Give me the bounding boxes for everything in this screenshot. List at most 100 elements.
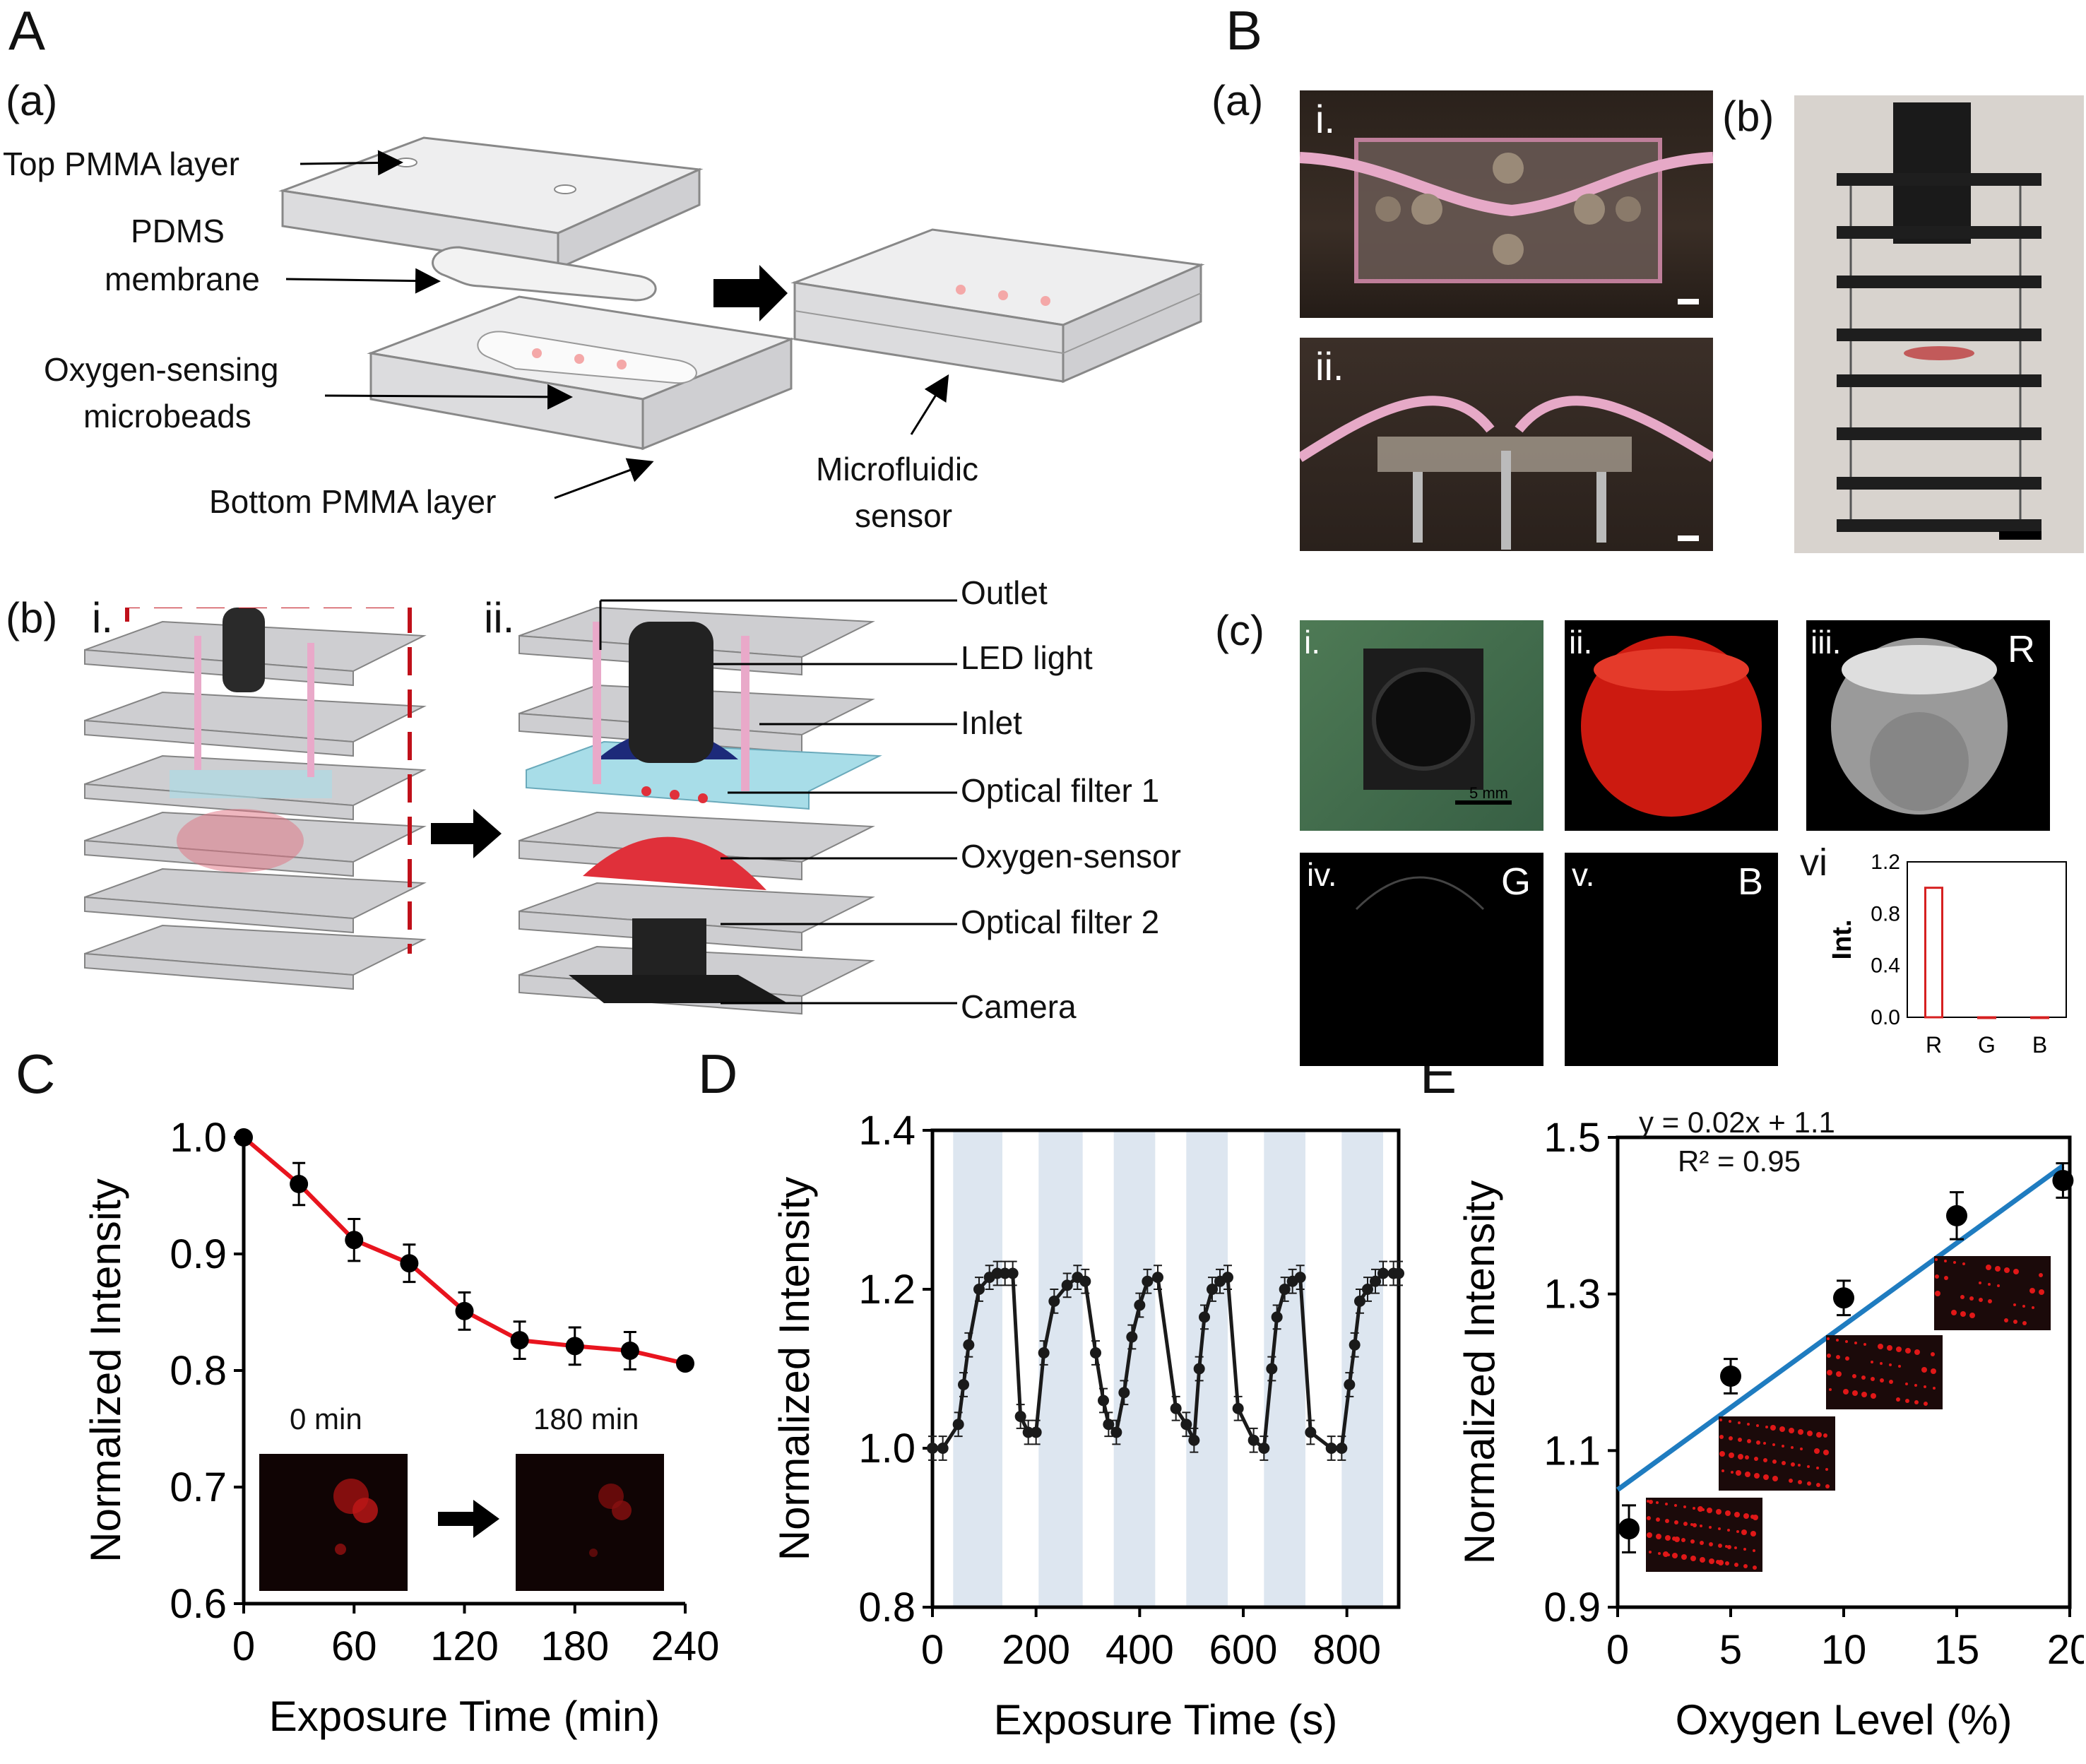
bead-speck — [1738, 1454, 1743, 1460]
plot-frame — [930, 1128, 1401, 1609]
bead-speck — [1791, 1462, 1795, 1467]
stack-arrow — [431, 809, 502, 858]
data-point — [2052, 1169, 2074, 1191]
inset-image-0min — [259, 1454, 408, 1591]
data-point — [1336, 1443, 1348, 1454]
bead-speck — [1765, 1426, 1768, 1428]
bead-speck — [1674, 1504, 1677, 1507]
bead-speck — [1933, 1387, 1936, 1390]
data-point — [1007, 1267, 1019, 1279]
data-point — [620, 1341, 639, 1360]
y-tick-label: 1.4 — [858, 1108, 915, 1154]
tile-channel-r: R — [2008, 628, 2035, 670]
bead-speck — [1960, 1295, 1964, 1299]
data-point — [958, 1379, 969, 1390]
data-point — [1370, 1275, 1381, 1287]
subpanel-numeral-ab-ii: ii. — [484, 594, 515, 641]
bead-speck — [2032, 1306, 2034, 1309]
bead-speck — [1747, 1439, 1751, 1443]
bead-speck — [1731, 1471, 1734, 1474]
x-tick-label: R — [1926, 1032, 1942, 1058]
bead-speck — [1772, 1460, 1777, 1464]
bead-speck — [1798, 1464, 1801, 1467]
bead-speck — [1995, 1266, 2001, 1272]
y-tick-label: 0.4 — [1871, 954, 1900, 978]
label-optical-filter-2: Optical filter 2 — [961, 904, 1160, 940]
bead-speck — [1690, 1539, 1695, 1544]
bead-speck — [1727, 1545, 1731, 1549]
data-point — [1170, 1402, 1182, 1414]
y-tick-label: 0.7 — [170, 1464, 227, 1510]
data-point — [1325, 1443, 1337, 1454]
subpanel-tag-ba: (a) — [1211, 77, 1264, 124]
y-tick-label: 0.6 — [170, 1581, 227, 1627]
x-axis-title: Exposure Time (min) — [269, 1693, 660, 1740]
data-point — [1061, 1279, 1073, 1291]
bead-speck — [1836, 1371, 1842, 1377]
data-point — [999, 1267, 1011, 1279]
bead-speck — [1754, 1473, 1760, 1479]
data-point — [973, 1284, 985, 1295]
bead-speck — [1969, 1313, 1975, 1318]
bead-speck — [1693, 1507, 1695, 1510]
bead-speck — [1753, 1565, 1757, 1570]
data-point — [1142, 1275, 1154, 1287]
bead-speck — [1782, 1461, 1786, 1465]
bead-specks — [1719, 1419, 1830, 1488]
bead-speck — [1736, 1470, 1741, 1476]
label-led-light: LED light — [961, 639, 1093, 676]
data-point — [676, 1354, 694, 1373]
subpanel-tag-bc: (c) — [1215, 607, 1264, 654]
y-axis-title: Int. — [1827, 920, 1857, 960]
y-tick-label: 1.2 — [1871, 851, 1900, 874]
bead-speck — [2029, 1288, 2035, 1294]
fit-line — [1616, 1164, 2065, 1492]
bead-speck — [1905, 1399, 1909, 1403]
photo-device-side-view: ii. — [1297, 338, 1716, 551]
bead-speck — [1656, 1534, 1661, 1539]
top-pmma-layer — [278, 136, 704, 271]
bead-speck — [1807, 1431, 1813, 1436]
bead-speck — [1807, 1481, 1811, 1486]
x-tick-label: 20 — [2047, 1627, 2084, 1673]
y-tick-label: 1.0 — [170, 1115, 227, 1161]
data-point — [1199, 1311, 1210, 1323]
tile-channel-b: B — [1738, 860, 1764, 903]
bead-speck — [1697, 1506, 1703, 1512]
bead-speck — [1665, 1519, 1669, 1523]
panel-letter-b: B — [1226, 0, 1263, 61]
bead-speck — [1700, 1557, 1705, 1563]
panel-letter-a: A — [8, 0, 46, 61]
bead-speck — [2004, 1267, 2010, 1273]
x-tick-label: 180 — [540, 1623, 609, 1669]
subpanel-tag-bb: (b) — [1722, 93, 1774, 140]
subpanel-numeral-ab-i: i. — [92, 594, 113, 641]
bead-speck — [1729, 1452, 1734, 1458]
x-tick-label: G — [1978, 1032, 1996, 1058]
bead-speck — [1791, 1446, 1794, 1449]
bead-speck — [1719, 1435, 1724, 1439]
bead-speck — [1898, 1365, 1901, 1368]
bead-speck — [1789, 1479, 1793, 1483]
bead-speck — [1665, 1503, 1668, 1505]
data-point — [1354, 1295, 1365, 1307]
data-point — [1030, 1426, 1042, 1438]
tile-r-channel: iii. R — [1806, 620, 2050, 831]
bead-speck — [2039, 1289, 2044, 1295]
photo-numeral-i: i. — [1315, 97, 1335, 141]
bead-speck — [1979, 1281, 1981, 1284]
bead-speck — [1700, 1541, 1704, 1545]
bead-specks — [1647, 1500, 1758, 1570]
x-axis-title: Exposure Time (s) — [994, 1696, 1338, 1744]
bead-speck — [1681, 1554, 1687, 1560]
label-bottom-pmma: Bottom PMMA layer — [209, 483, 497, 520]
data-point — [1349, 1339, 1361, 1351]
bead-speck — [1709, 1526, 1712, 1529]
bead-speck — [1647, 1516, 1651, 1520]
assembled-microfluidic-sensor — [790, 228, 1205, 384]
bead-speck — [1674, 1520, 1678, 1525]
bead-speck — [1700, 1525, 1702, 1527]
data-point — [1118, 1387, 1130, 1399]
tile-numeral-ii: ii. — [1569, 624, 1593, 661]
bead-speck — [1979, 1298, 1983, 1302]
